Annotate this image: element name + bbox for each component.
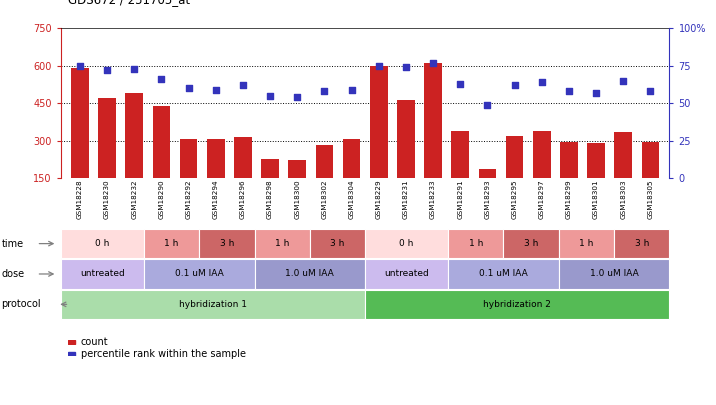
Bar <box>370 66 387 216</box>
Bar <box>425 63 442 216</box>
Text: 1 h: 1 h <box>165 239 179 248</box>
Point <box>128 66 140 72</box>
Text: 3 h: 3 h <box>634 239 649 248</box>
Bar <box>343 139 360 216</box>
Text: dose: dose <box>1 269 24 279</box>
Bar <box>587 143 605 216</box>
Bar <box>560 142 578 216</box>
Bar <box>397 100 415 216</box>
Text: time: time <box>1 239 24 249</box>
Bar <box>451 131 469 216</box>
Text: GDS672 / 251705_at: GDS672 / 251705_at <box>68 0 190 6</box>
Text: 0 h: 0 h <box>400 239 414 248</box>
Bar <box>153 106 170 216</box>
Point <box>591 90 602 96</box>
Bar <box>533 131 551 216</box>
Point <box>74 62 86 69</box>
Bar <box>316 145 333 216</box>
Text: 0 h: 0 h <box>95 239 110 248</box>
Text: 1 h: 1 h <box>469 239 483 248</box>
Text: percentile rank within the sample: percentile rank within the sample <box>81 349 246 358</box>
Text: 1 h: 1 h <box>275 239 289 248</box>
Point <box>427 60 439 66</box>
Point <box>373 62 384 69</box>
Point <box>455 81 466 87</box>
Point <box>291 94 303 100</box>
Bar <box>125 93 143 216</box>
Text: untreated: untreated <box>384 269 429 279</box>
Bar <box>505 136 523 216</box>
Text: 3 h: 3 h <box>524 239 538 248</box>
Point <box>563 88 575 94</box>
Text: untreated: untreated <box>80 269 125 279</box>
Bar <box>68 340 75 344</box>
Bar <box>180 139 198 216</box>
Point <box>536 79 548 85</box>
Point <box>400 64 412 70</box>
Text: 1.0 uM IAA: 1.0 uM IAA <box>590 269 639 279</box>
Point <box>482 102 493 108</box>
Point <box>183 85 194 92</box>
Point <box>509 82 521 89</box>
Point <box>644 88 656 94</box>
Bar <box>71 68 89 216</box>
Bar <box>478 169 496 216</box>
Text: 1.0 uM IAA: 1.0 uM IAA <box>286 269 334 279</box>
Point <box>237 82 248 89</box>
Text: 3 h: 3 h <box>330 239 344 248</box>
Bar <box>207 139 225 216</box>
Text: count: count <box>81 337 109 347</box>
Point <box>155 76 167 83</box>
Point <box>319 88 330 94</box>
Point <box>210 87 221 93</box>
Bar <box>614 132 632 216</box>
Text: hybridization 2: hybridization 2 <box>483 300 551 309</box>
Text: 1 h: 1 h <box>579 239 594 248</box>
Point <box>264 92 276 99</box>
Text: 0.1 uM IAA: 0.1 uM IAA <box>479 269 528 279</box>
Text: 0.1 uM IAA: 0.1 uM IAA <box>175 269 223 279</box>
Text: protocol: protocol <box>1 299 41 309</box>
Text: 3 h: 3 h <box>220 239 234 248</box>
Bar <box>98 98 116 216</box>
Bar <box>642 142 659 216</box>
Point <box>346 87 357 93</box>
Point <box>617 77 629 84</box>
Bar <box>261 159 279 216</box>
Bar <box>234 137 252 216</box>
Bar <box>68 352 75 356</box>
Bar <box>289 160 306 216</box>
Text: hybridization 1: hybridization 1 <box>179 300 247 309</box>
Point <box>102 67 113 74</box>
